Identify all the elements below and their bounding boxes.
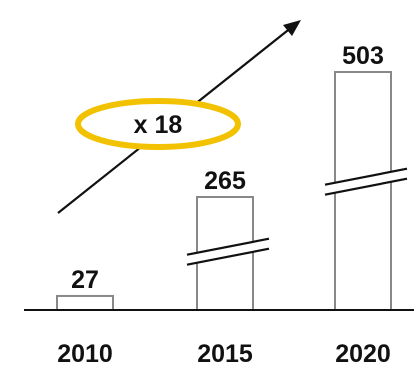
axis-break-2015: [186, 237, 270, 266]
value-label-2015: 265: [204, 167, 246, 195]
growth-annotation: x 18: [57, 20, 301, 214]
value-label-2020: 503: [342, 42, 384, 70]
value-label-2010: 27: [71, 266, 99, 294]
category-label-2020: 2020: [335, 340, 391, 365]
category-label-2015: 2015: [197, 340, 253, 365]
axis-break-2020: [324, 167, 408, 196]
multiplier-ring: [75, 98, 241, 150]
category-labels-group: 2010 2015 2020: [57, 340, 391, 365]
axis-breaks-group: [186, 167, 408, 266]
value-labels-group: 27 265 503: [71, 42, 384, 294]
multiplier-label: x 18: [134, 111, 183, 139]
category-label-2010: 2010: [57, 340, 113, 365]
trend-arrow-head-icon: [283, 20, 301, 36]
bar-2010: [56, 294, 114, 311]
